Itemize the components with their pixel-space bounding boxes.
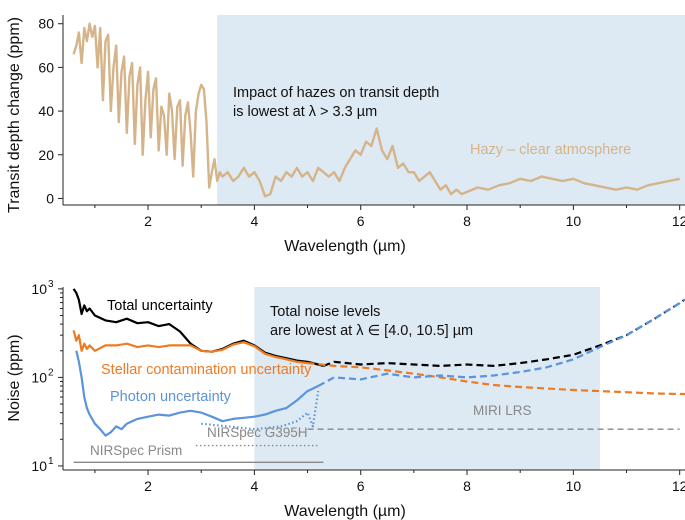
legend-photon-uncertainty: Photon uncertainty (110, 389, 232, 405)
x-tick-label: 6 (357, 213, 365, 229)
bottom-shaded-region (254, 287, 600, 470)
legend-stellar-contamination: Stellar contamination uncertainty (101, 362, 312, 378)
series-line-stellar-contamination-uncertainty (72, 330, 308, 365)
instrument-label-miri-lrs: MIRI LRS (473, 403, 532, 418)
bottom-x-ticks: 2 4 6 8 10 12 (94, 470, 685, 494)
bottom-series-group (72, 288, 685, 437)
y-tick-exponent: 2 (48, 367, 54, 378)
x-tick-label: 6 (357, 478, 365, 494)
y-tick-label: 80 (38, 16, 54, 32)
top-annotation-line-1: Impact of hazes on transit depth (233, 85, 439, 101)
top-x-ticks: 2 4 6 8 10 12 (94, 205, 685, 229)
top-y-axis-label: Transit depth change (ppm) (6, 17, 23, 213)
series-line-photon-uncertainty-g395h (201, 390, 320, 431)
series-line-stellar-contamination-uncertainty-extended (307, 362, 685, 396)
top-y-ticks: 0 20 40 60 80 (38, 16, 63, 206)
instrument-ranges (73, 428, 680, 463)
series-line-hazy-clear-atmosphere (72, 22, 680, 198)
x-tick-label: 12 (672, 213, 685, 229)
y-tick-label: 10 (31, 458, 47, 474)
y-tick-exponent: 3 (48, 279, 54, 290)
y-tick-label: 10 (31, 369, 47, 385)
instrument-label-nirspec-g395h: NIRSpec G395H (207, 425, 308, 440)
x-tick-label: 10 (566, 213, 582, 229)
x-tick-label: 4 (250, 213, 258, 229)
x-tick-label: 10 (566, 478, 582, 494)
legend-hazy-clear: Hazy – clear atmosphere (470, 142, 631, 158)
bottom-y-axis-label: Noise (ppm) (6, 334, 23, 421)
instrument-label-nirspec-prism: NIRSpec Prism (90, 443, 182, 458)
series-line-photon-uncertainty (75, 350, 319, 437)
top-series-group (72, 22, 680, 198)
x-tick-label: 8 (463, 213, 471, 229)
series-line-photon-uncertainty-extended (317, 298, 685, 387)
y-tick-label: 40 (38, 103, 54, 119)
top-chart: 2 4 6 8 10 12 0 20 40 60 80 Wavelength (µm) Trans… (6, 15, 685, 255)
x-tick-label: 8 (463, 478, 471, 494)
y-tick-label: 20 (38, 147, 54, 163)
y-tick-exponent: 1 (48, 456, 54, 467)
x-tick-label: 12 (672, 478, 685, 494)
bottom-x-axis-label: Wavelength (µm) (284, 503, 406, 520)
top-annotation-line-2: is lowest at λ > 3.3 µm (233, 104, 377, 120)
y-tick-label: 10 (31, 281, 47, 297)
x-tick-label: 2 (144, 478, 152, 494)
top-x-axis-label: Wavelength (µm) (284, 238, 406, 255)
bottom-annotation-line-1: Total noise levels (270, 304, 380, 320)
y-tick-label: 60 (38, 59, 54, 75)
bottom-annotation-line-2: are lowest at λ ∈ [4.0, 10.5] µm (270, 323, 473, 339)
top-shaded-region (217, 15, 685, 205)
x-tick-label: 2 (144, 213, 152, 229)
y-tick-label: 0 (46, 190, 54, 206)
legend-total-uncertainty: Total uncertainty (107, 298, 213, 314)
x-tick-label: 4 (250, 478, 258, 494)
